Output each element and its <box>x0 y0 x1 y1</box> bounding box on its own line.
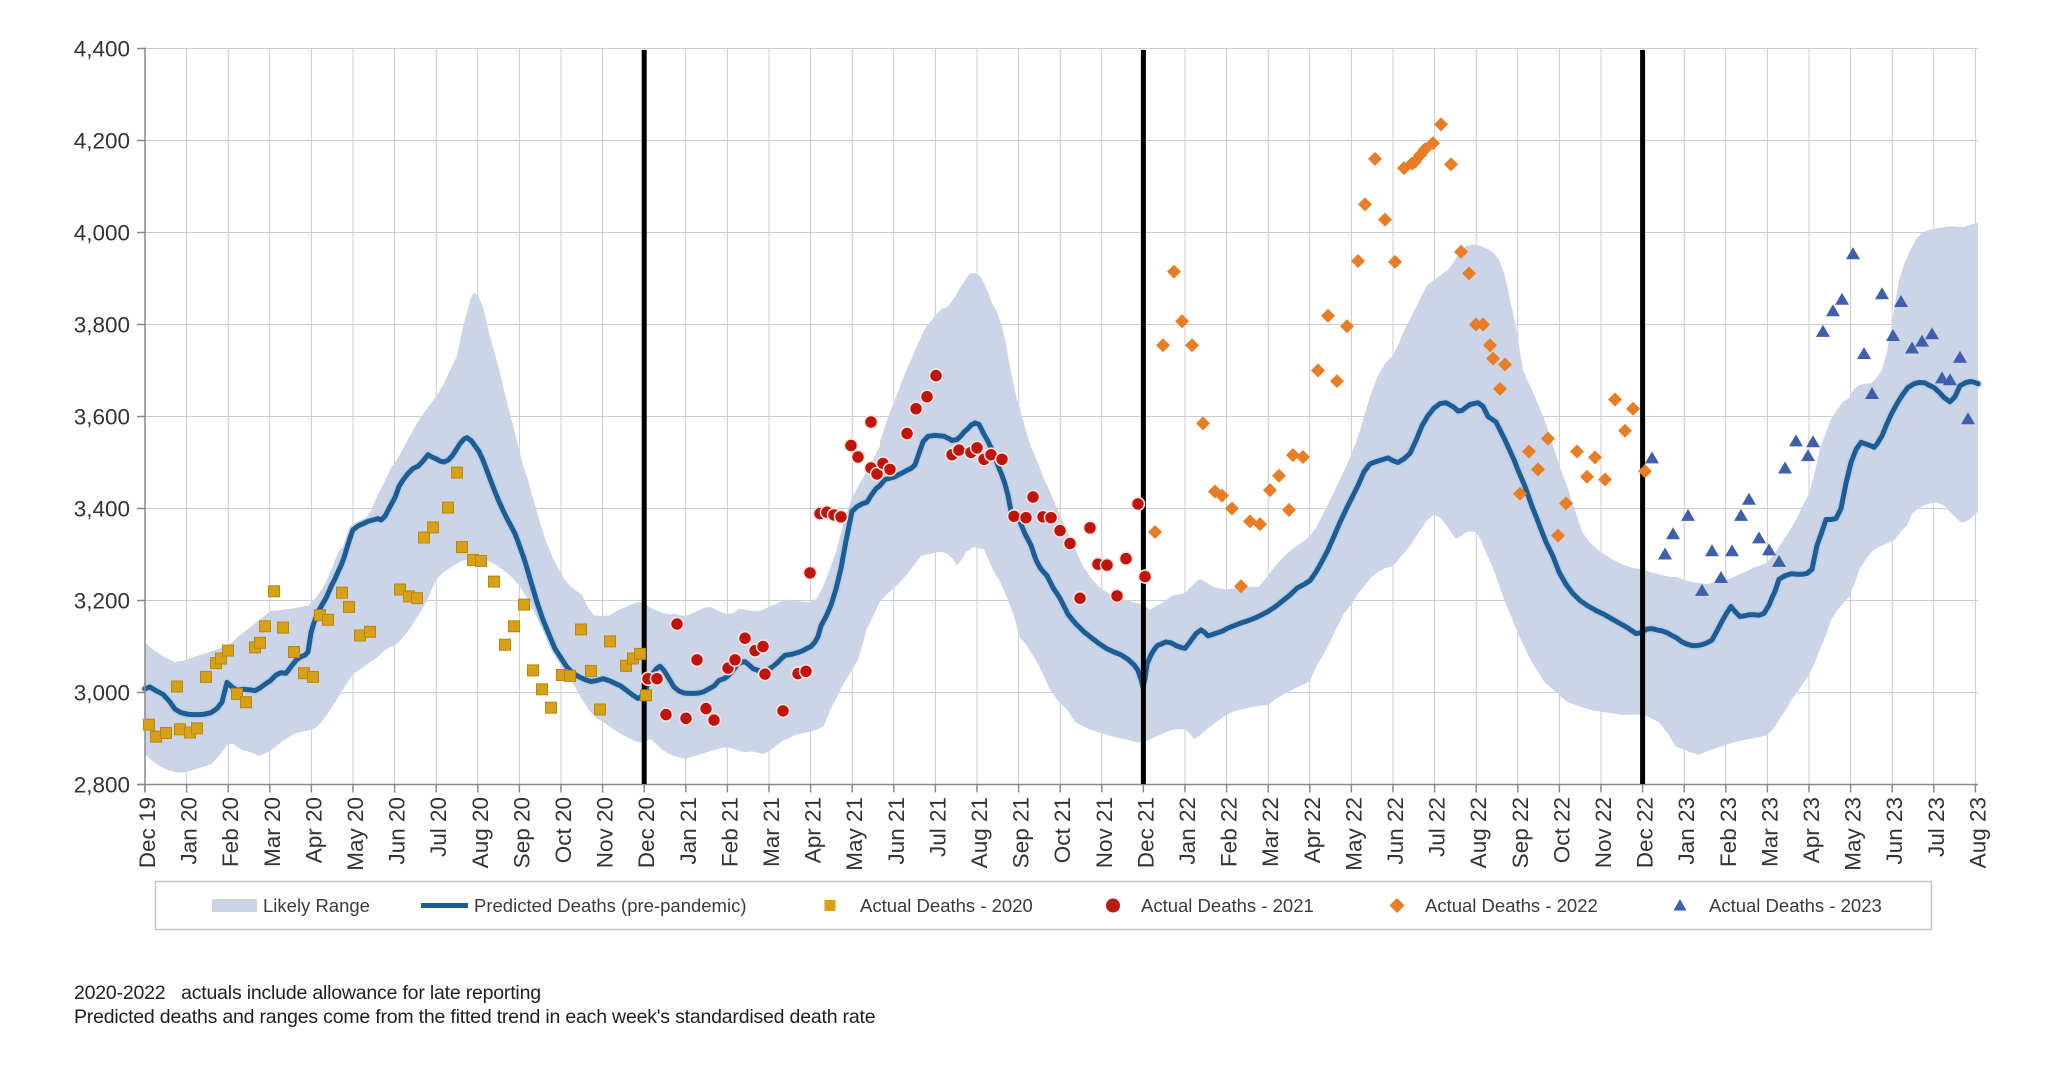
svg-text:3,800: 3,800 <box>74 313 130 338</box>
svg-text:3,000: 3,000 <box>74 681 130 706</box>
svg-text:Jun 21: Jun 21 <box>884 797 909 865</box>
svg-text:Jul 21: Jul 21 <box>925 797 950 857</box>
svg-text:Feb 21: Feb 21 <box>717 797 742 867</box>
svg-text:Oct 20: Oct 20 <box>551 797 576 863</box>
svg-text:3,600: 3,600 <box>74 405 130 430</box>
svg-text:May 21: May 21 <box>842 797 867 871</box>
svg-text:2,800: 2,800 <box>74 773 130 798</box>
svg-text:Sep 20: Sep 20 <box>509 797 534 868</box>
svg-text:May 23: May 23 <box>1841 797 1866 871</box>
svg-text:Feb 22: Feb 22 <box>1217 797 1242 867</box>
svg-text:Aug 23: Aug 23 <box>1965 797 1990 868</box>
svg-text:Predicted deaths and ranges co: Predicted deaths and ranges come from th… <box>74 1006 875 1028</box>
svg-text:Nov 22: Nov 22 <box>1591 797 1616 868</box>
svg-text:Jan 20: Jan 20 <box>177 797 202 865</box>
svg-text:Jan 21: Jan 21 <box>676 797 701 865</box>
svg-text:Dec 21: Dec 21 <box>1133 797 1158 868</box>
svg-text:Jun 23: Jun 23 <box>1882 797 1907 865</box>
svg-text:Jun 20: Jun 20 <box>385 797 410 865</box>
svg-text:Dec 19: Dec 19 <box>135 797 160 868</box>
svg-text:3,400: 3,400 <box>74 497 130 522</box>
svg-text:4,000: 4,000 <box>74 221 130 246</box>
svg-text:Mar 22: Mar 22 <box>1258 797 1283 867</box>
svg-text:Apr 20: Apr 20 <box>301 797 326 863</box>
svg-text:Apr 22: Apr 22 <box>1300 797 1325 863</box>
svg-text:Aug 22: Aug 22 <box>1466 797 1491 868</box>
svg-text:Aug 20: Aug 20 <box>468 797 493 868</box>
svg-text:Feb 23: Feb 23 <box>1716 797 1741 867</box>
svg-text:Dec 22: Dec 22 <box>1633 797 1658 868</box>
svg-text:Jul 20: Jul 20 <box>426 797 451 857</box>
svg-text:Mar 21: Mar 21 <box>759 797 784 867</box>
svg-text:4,200: 4,200 <box>74 129 130 154</box>
svg-text:4,400: 4,400 <box>74 37 130 62</box>
svg-text:Actual Deaths - 2023: Actual Deaths - 2023 <box>1709 895 1882 916</box>
svg-text:Sep 22: Sep 22 <box>1508 797 1533 868</box>
svg-text:Jan 22: Jan 22 <box>1175 797 1200 865</box>
svg-text:Mar 23: Mar 23 <box>1757 797 1782 867</box>
svg-text:Apr 23: Apr 23 <box>1799 797 1824 863</box>
svg-text:Sep 21: Sep 21 <box>1009 797 1034 868</box>
svg-text:May 20: May 20 <box>343 797 368 871</box>
svg-text:Dec 20: Dec 20 <box>634 797 659 868</box>
svg-text:Likely Range: Likely Range <box>263 895 370 916</box>
svg-text:Oct 22: Oct 22 <box>1549 797 1574 863</box>
svg-text:Mar 20: Mar 20 <box>260 797 285 867</box>
svg-text:Jul 23: Jul 23 <box>1924 797 1949 857</box>
svg-text:Feb 20: Feb 20 <box>218 797 243 867</box>
svg-text:Jul 22: Jul 22 <box>1425 797 1450 857</box>
svg-text:2020-2022 actuals include al: 2020-2022 actuals include allowance for … <box>74 982 541 1004</box>
svg-text:Actual Deaths - 2020: Actual Deaths - 2020 <box>860 895 1033 916</box>
svg-text:Jan 23: Jan 23 <box>1674 797 1699 865</box>
svg-text:Actual Deaths - 2021: Actual Deaths - 2021 <box>1141 895 1314 916</box>
svg-text:Nov 21: Nov 21 <box>1092 797 1117 868</box>
svg-text:Predicted Deaths (pre-pandemic: Predicted Deaths (pre-pandemic) <box>474 895 747 916</box>
svg-text:Oct 21: Oct 21 <box>1050 797 1075 863</box>
svg-text:Apr 21: Apr 21 <box>801 797 826 863</box>
svg-text:3,200: 3,200 <box>74 589 130 614</box>
svg-text:May 22: May 22 <box>1341 797 1366 871</box>
svg-text:Aug 21: Aug 21 <box>967 797 992 868</box>
svg-text:Nov 20: Nov 20 <box>593 797 618 868</box>
svg-text:Actual Deaths - 2022: Actual Deaths - 2022 <box>1425 895 1598 916</box>
svg-text:Jun 22: Jun 22 <box>1383 797 1408 865</box>
